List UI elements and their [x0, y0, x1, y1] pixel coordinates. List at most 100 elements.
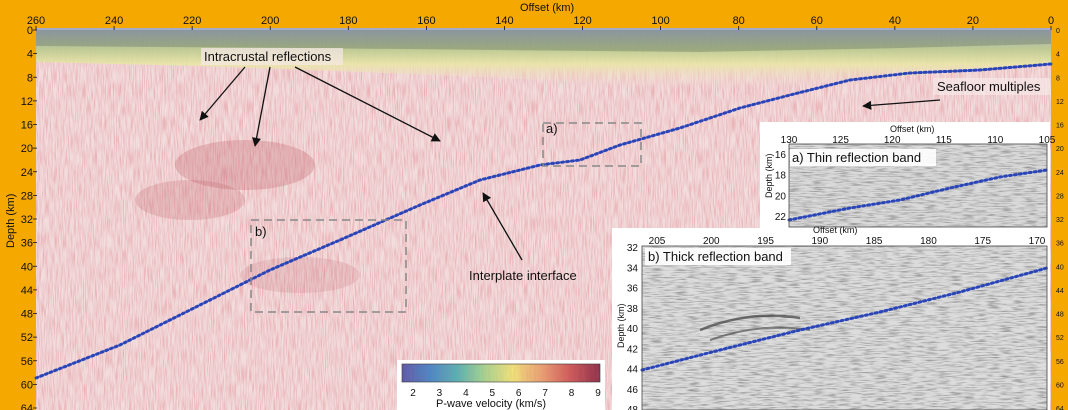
x-tick-label: 260: [27, 15, 45, 27]
right-tick-label: 52: [1056, 335, 1064, 342]
x-tick-label: 100: [651, 15, 669, 27]
y-tick-label: 0: [27, 25, 33, 37]
inset-b-x-tick: 180: [920, 236, 937, 247]
colorbar-tick: 7: [542, 388, 548, 399]
intracrustal-label: Intracrustal reflections: [204, 49, 332, 64]
y-tick-label: 32: [21, 214, 33, 226]
y-tick-label: 20: [21, 143, 33, 155]
inset-b-x-tick: 195: [757, 236, 774, 247]
inset-b-x-tick: 175: [974, 236, 991, 247]
y-tick-label: 44: [21, 285, 33, 297]
right-tick-label: 24: [1056, 170, 1064, 177]
inset-a-x-tick: 130: [781, 135, 798, 146]
inset-a-x-tick: 105: [1039, 135, 1056, 146]
y-tick-label: 52: [21, 332, 33, 344]
y-tick-label: 8: [27, 72, 33, 84]
inset-b-y-tick: 48: [627, 405, 639, 410]
inset-b-y-tick: 32: [627, 243, 639, 254]
right-tick-label: 64: [1056, 406, 1064, 410]
right-tick-label: 36: [1056, 241, 1064, 248]
inset-b-x-tick: 170: [1029, 236, 1046, 247]
x-tick-label: 220: [183, 15, 201, 27]
inset-b-y-title: Depth (km): [616, 303, 626, 348]
x-tick-label: 20: [967, 15, 979, 27]
x-tick-label: 160: [417, 15, 435, 27]
inset-a-y-tick: 20: [775, 191, 787, 202]
x-tick-label: 180: [339, 15, 357, 27]
colorbar-tick: 6: [516, 388, 522, 399]
inset-b-x-tick: 185: [866, 236, 883, 247]
right-tick-label: 12: [1056, 99, 1064, 106]
inset-a-x-tick: 125: [832, 135, 849, 146]
x-tick-label: 200: [261, 15, 279, 27]
y-tick-label: 16: [21, 120, 33, 132]
inset-b-y-tick: 42: [627, 344, 639, 355]
inset-a-y-tick: 22: [775, 212, 787, 223]
inset-a-y-title: Depth (km): [764, 153, 774, 198]
inset-b-x-tick: 190: [812, 236, 829, 247]
inset-b-x-tick: 200: [703, 236, 720, 247]
x-axis-title: Offset (km): [520, 2, 574, 14]
inset-b-y-tick: 36: [627, 284, 639, 295]
right-tick-label: 0: [1056, 28, 1060, 35]
inset-b-x-tick: 205: [649, 236, 666, 247]
colorbar-tick: 9: [595, 388, 601, 399]
x-tick-label: 80: [733, 15, 745, 27]
right-tick-label: 8: [1056, 75, 1060, 82]
box-b: [250, 219, 407, 313]
right-tick-label: 4: [1056, 52, 1060, 59]
y-tick-label: 28: [21, 190, 33, 202]
x-tick-label: 0: [1048, 15, 1054, 27]
box-a: [542, 122, 642, 167]
right-tick-label: 48: [1056, 312, 1064, 319]
inset-b-y-tick: 40: [627, 324, 639, 335]
right-tick-label: 40: [1056, 264, 1064, 271]
y-tick-label: 4: [27, 49, 33, 61]
y-tick-label: 64: [21, 403, 33, 410]
y-axis-title: Depth (km): [5, 194, 17, 248]
y-tick-label: 60: [21, 379, 33, 391]
inset-a-x-tick: 120: [884, 135, 901, 146]
colorbar-title: P-wave velocity (km/s): [436, 398, 546, 410]
seafloor-multiples-label: Seafloor multiples: [937, 79, 1041, 94]
x-tick-label: 120: [573, 15, 591, 27]
x-tick-label: 240: [105, 15, 123, 27]
inset-a: a) Thin reflection band Offset (km) Dept…: [760, 122, 1056, 232]
inset-b: b) Thick reflection band Offset (km) Dep…: [612, 225, 1050, 410]
y-tick-label: 40: [21, 261, 33, 273]
inset-a-x-tick: 110: [987, 135, 1003, 146]
right-tick-label: 44: [1056, 288, 1064, 295]
y-tick-label: 48: [21, 309, 33, 321]
x-tick-label: 60: [811, 15, 823, 27]
colorbar-tick: 3: [437, 388, 443, 399]
inset-a-title: a) Thin reflection band: [792, 150, 921, 165]
right-tick-label: 16: [1056, 123, 1064, 130]
inset-a-x-title: Offset (km): [890, 124, 934, 134]
y-tick-label: 12: [21, 96, 33, 108]
inset-a-y-tick: 16: [775, 150, 787, 161]
box-b-label: b): [255, 224, 267, 239]
inset-b-title: b) Thick reflection band: [648, 249, 783, 264]
right-tick-label: 32: [1056, 217, 1064, 224]
y-tick-label: 36: [21, 238, 33, 250]
x-tick-label: 140: [495, 15, 513, 27]
colorbar-tick: 8: [569, 388, 575, 399]
right-tick-label: 60: [1056, 382, 1064, 389]
inset-b-x-title: Offset (km): [813, 225, 857, 235]
y-tick-label: 24: [21, 167, 33, 179]
inset-a-y-tick: 18: [775, 171, 787, 182]
right-tick-label: 20: [1056, 146, 1064, 153]
left-axis: Depth (km) 04812162024283236404448525660…: [5, 25, 37, 410]
top-axis: Offset (km) 260 240 220 200 180 160 140 120 100 8…: [27, 2, 1054, 30]
interplate-interface-label: Interplate interface: [469, 268, 577, 283]
right-tick-label: 56: [1056, 359, 1064, 366]
inset-b-y-tick: 34: [627, 263, 639, 274]
inset-b-y-tick: 38: [627, 304, 639, 315]
inset-a-x-tick: 115: [936, 135, 952, 146]
y-tick-label: 56: [21, 356, 33, 368]
right-tick-label: 28: [1056, 193, 1064, 200]
inset-b-y-tick: 44: [627, 365, 639, 376]
colorbar-tick: 5: [490, 388, 496, 399]
